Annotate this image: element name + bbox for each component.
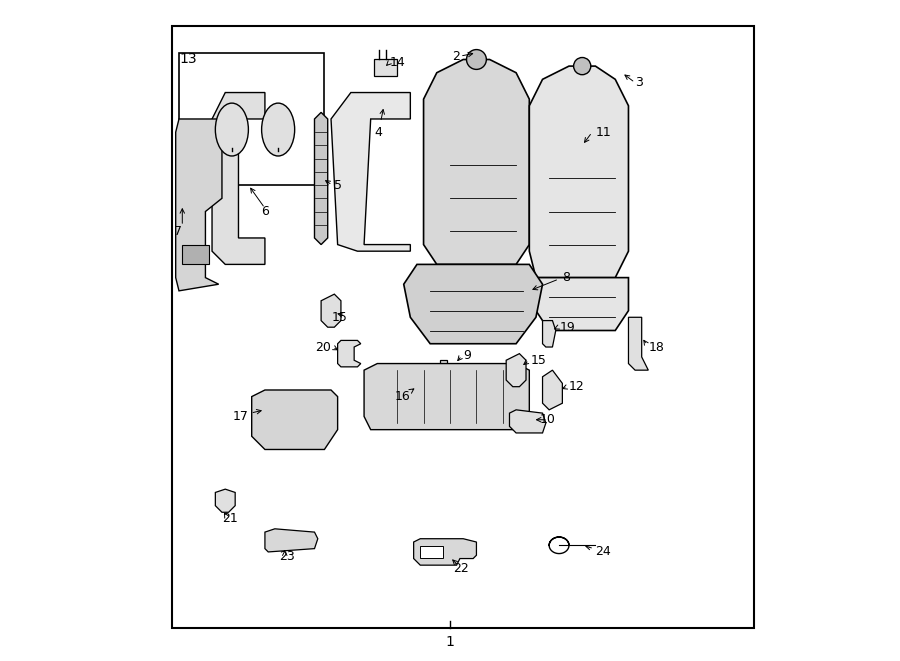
Polygon shape (543, 321, 556, 347)
Polygon shape (176, 119, 222, 291)
Polygon shape (509, 410, 545, 433)
Text: 6: 6 (262, 205, 269, 218)
Text: 2: 2 (452, 50, 460, 63)
Text: 20: 20 (315, 340, 331, 354)
Text: 4: 4 (374, 126, 382, 139)
Text: 14: 14 (389, 56, 405, 69)
Text: 15: 15 (332, 311, 347, 324)
Polygon shape (628, 317, 648, 370)
Polygon shape (506, 354, 526, 387)
Text: 7: 7 (174, 225, 182, 238)
Circle shape (573, 58, 590, 75)
Polygon shape (212, 93, 265, 264)
Polygon shape (440, 360, 464, 387)
Text: 11: 11 (596, 126, 611, 139)
Polygon shape (543, 370, 562, 410)
Polygon shape (536, 278, 628, 330)
Ellipse shape (262, 103, 294, 156)
Polygon shape (420, 546, 444, 558)
Polygon shape (338, 340, 361, 367)
Text: 15: 15 (531, 354, 546, 367)
Text: 13: 13 (179, 52, 196, 67)
Bar (183, 245, 209, 264)
Polygon shape (364, 364, 529, 430)
Text: 10: 10 (540, 413, 556, 426)
Polygon shape (314, 112, 328, 245)
Polygon shape (215, 489, 235, 512)
Polygon shape (414, 539, 476, 565)
Text: 17: 17 (232, 410, 248, 423)
Text: 23: 23 (280, 550, 295, 563)
Polygon shape (331, 93, 410, 251)
Bar (374, 59, 397, 76)
Text: 19: 19 (560, 321, 575, 334)
Ellipse shape (215, 103, 248, 156)
Polygon shape (424, 59, 529, 264)
Text: 1: 1 (446, 635, 454, 650)
Text: 3: 3 (635, 76, 643, 89)
Polygon shape (529, 66, 628, 278)
Circle shape (466, 50, 486, 69)
Text: 16: 16 (394, 390, 410, 403)
Polygon shape (252, 390, 338, 449)
Polygon shape (265, 529, 318, 552)
Text: 9: 9 (464, 349, 471, 362)
Text: 22: 22 (454, 562, 469, 575)
Text: 8: 8 (562, 271, 571, 284)
Text: 18: 18 (648, 340, 664, 354)
Text: 24: 24 (596, 545, 611, 559)
Bar (179, 53, 324, 185)
Polygon shape (404, 264, 543, 344)
Text: 12: 12 (569, 380, 585, 393)
Text: 21: 21 (222, 512, 238, 525)
Bar (173, 26, 754, 628)
Polygon shape (321, 294, 341, 327)
Text: 5: 5 (334, 178, 342, 192)
